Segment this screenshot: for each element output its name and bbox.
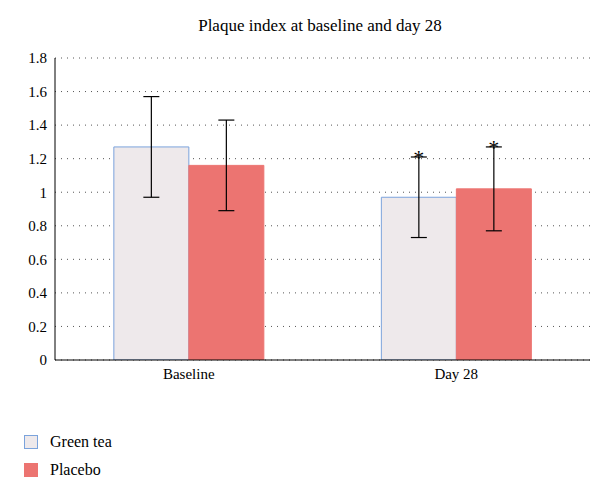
- svg-text:1: 1: [40, 185, 48, 201]
- svg-text:0.4: 0.4: [28, 285, 47, 301]
- svg-text:*: *: [413, 145, 424, 170]
- html-text:Plaque index at baseline and d: Plaque index at baseline and day 28: [198, 16, 442, 35]
- svg-text:1.8: 1.8: [28, 50, 47, 66]
- svg-text:*: *: [488, 135, 499, 160]
- svg-text:1.6: 1.6: [28, 84, 47, 100]
- svg-text:1.2: 1.2: [28, 151, 47, 167]
- svg-text:0.8: 0.8: [28, 218, 47, 234]
- html-text:Green tea: Green tea: [50, 433, 112, 450]
- svg-text:Baseline: Baseline: [163, 366, 215, 382]
- html-text:Placebo: Placebo: [50, 461, 101, 478]
- svg-text:0: 0: [40, 352, 48, 368]
- svg-text:0.6: 0.6: [28, 252, 47, 268]
- svg-text:1.4: 1.4: [28, 117, 47, 133]
- svg-text:0.2: 0.2: [28, 319, 47, 335]
- svg-text:Day 28: Day 28: [434, 366, 478, 382]
